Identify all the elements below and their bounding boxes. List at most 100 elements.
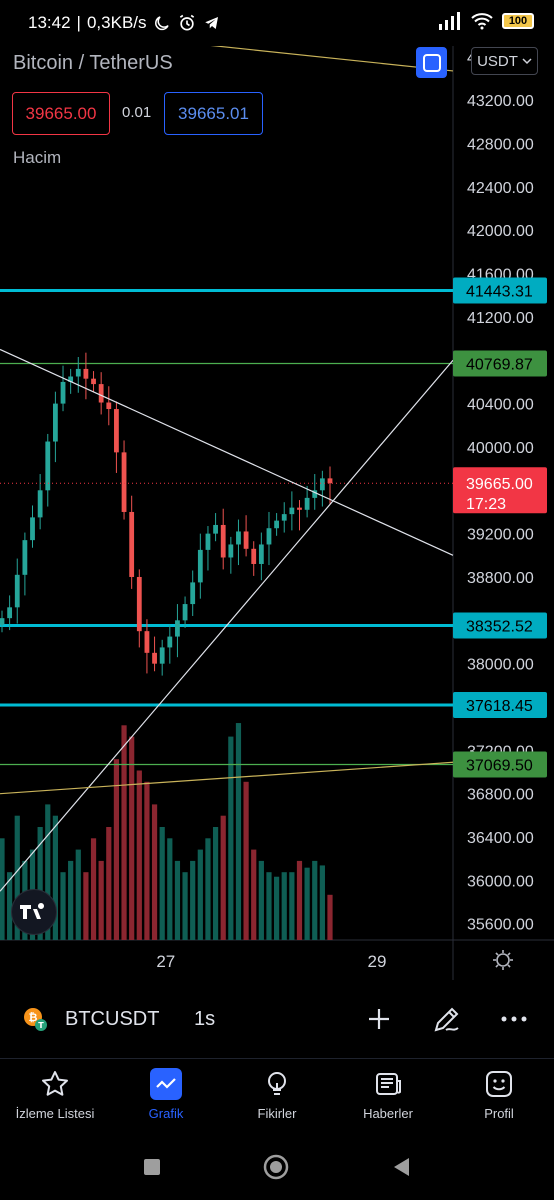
status-right: 100 xyxy=(438,12,534,30)
level-price-tag xyxy=(453,277,547,304)
symbol-search[interactable]: BTCUSDT xyxy=(65,1008,160,1030)
buy-button[interactable]: 39665.01 xyxy=(164,92,263,135)
volume-label[interactable]: Hacim xyxy=(13,148,62,167)
more-button[interactable] xyxy=(498,1003,530,1035)
candle-body xyxy=(159,647,165,664)
nav-watchlist[interactable]: İzleme Listesi xyxy=(0,1068,110,1121)
level-price-tag xyxy=(453,612,547,639)
add-button[interactable] xyxy=(363,1003,395,1035)
bitcoin-icon: ₿ T xyxy=(24,1008,47,1031)
home-icon[interactable] xyxy=(263,1154,289,1180)
nav-profile[interactable]: Profil xyxy=(444,1068,554,1121)
interval-select[interactable]: 1s xyxy=(194,1008,216,1030)
candle-body xyxy=(274,520,280,529)
volume-bar xyxy=(281,872,287,940)
candle-body xyxy=(205,533,211,550)
candle-body xyxy=(37,490,43,518)
trend-line xyxy=(0,359,454,892)
sell-button[interactable]: 39665.00 xyxy=(12,92,110,135)
candle-body xyxy=(106,402,112,410)
volume-bar xyxy=(228,736,234,940)
volume-bar xyxy=(37,827,43,940)
level-price-label: 41443.31 xyxy=(466,284,533,301)
settings-gear-icon[interactable] xyxy=(493,950,513,970)
candle-body xyxy=(152,652,157,664)
nav-profile-label: Profil xyxy=(484,1106,514,1121)
candle-body xyxy=(297,507,302,510)
smile-icon xyxy=(483,1068,515,1100)
price-chart[interactable]: 43600.0043200.0042800.0042400.0042000.00… xyxy=(0,46,554,980)
candle-body xyxy=(75,368,81,377)
candle-body xyxy=(14,574,20,608)
candle-body xyxy=(52,403,58,442)
tradingview-logo-icon xyxy=(20,903,45,919)
level-price-label: 37618.45 xyxy=(466,698,533,715)
news-icon xyxy=(372,1068,404,1100)
y-tick-label: 42000.00 xyxy=(467,223,534,240)
battery-icon: 100 xyxy=(502,13,534,29)
volume-bar xyxy=(205,838,211,940)
candle-body xyxy=(98,384,104,403)
volume-bar xyxy=(274,876,280,940)
volume-bar xyxy=(266,872,272,940)
y-tick-label: 42800.00 xyxy=(467,137,534,154)
y-tick-label: 38000.00 xyxy=(467,657,534,674)
volume-bar xyxy=(243,781,249,940)
volume-bar xyxy=(167,838,173,940)
volume-bar xyxy=(296,860,303,940)
volume-bar xyxy=(174,860,181,940)
y-tick-label: 36000.00 xyxy=(467,873,534,890)
volume-bar xyxy=(144,781,150,940)
candle-body xyxy=(22,540,28,575)
candle-body xyxy=(0,618,5,625)
nav-chart[interactable]: Grafik xyxy=(111,1068,221,1121)
candle-body xyxy=(83,368,89,379)
candle-body xyxy=(175,620,180,637)
y-tick-label: 36800.00 xyxy=(467,787,534,804)
y-tick-label: 42400.00 xyxy=(467,180,534,197)
volume-bar xyxy=(258,860,264,940)
symbol-toolbar xyxy=(0,990,554,1050)
volume-bar xyxy=(98,860,104,940)
candle-body xyxy=(30,517,35,541)
candle-body xyxy=(182,604,188,621)
fullscreen-button[interactable] xyxy=(416,47,447,78)
recent-apps-icon[interactable] xyxy=(143,1158,161,1176)
back-icon[interactable] xyxy=(392,1157,410,1177)
candle-body xyxy=(228,544,234,558)
volume-bar xyxy=(129,736,135,940)
lightbulb-icon xyxy=(261,1068,293,1100)
volume-bar xyxy=(136,770,142,940)
volume-bar xyxy=(113,759,120,940)
svg-text:T: T xyxy=(38,1021,44,1030)
candle-body xyxy=(220,524,226,558)
candle-body xyxy=(45,441,51,491)
candle-body xyxy=(327,478,333,484)
candle-body xyxy=(60,381,66,404)
drawing-tools-button[interactable] xyxy=(431,1003,463,1035)
currency-label: USDT xyxy=(477,52,518,70)
pencil-icon xyxy=(434,1007,459,1032)
candle-body xyxy=(289,507,295,515)
candle-body xyxy=(258,544,264,564)
wifi-icon xyxy=(471,13,493,30)
volume-bar xyxy=(68,860,74,940)
candle-body xyxy=(136,576,142,632)
volume-bar xyxy=(60,872,66,940)
chart-icon xyxy=(150,1068,182,1100)
candle-body xyxy=(304,497,310,510)
tradingview-logo[interactable] xyxy=(11,889,57,935)
status-time: 13:42 xyxy=(28,13,71,32)
trend-line xyxy=(0,761,454,795)
symbol-title[interactable]: Bitcoin / TetherUS xyxy=(13,52,173,74)
candle-body xyxy=(114,409,119,453)
nav-news[interactable]: Haberler xyxy=(333,1068,443,1121)
candle-body xyxy=(91,378,96,385)
countdown-label: 17:23 xyxy=(466,496,506,513)
nav-ideas[interactable]: Fikirler xyxy=(222,1068,332,1121)
currency-select[interactable]: USDT xyxy=(471,47,538,75)
candle-body xyxy=(319,478,325,491)
chart-area[interactable]: 43600.0043200.0042800.0042400.0042000.00… xyxy=(0,46,554,980)
nav-watchlist-label: İzleme Listesi xyxy=(15,1106,95,1121)
y-tick-label: 40400.00 xyxy=(467,397,534,414)
